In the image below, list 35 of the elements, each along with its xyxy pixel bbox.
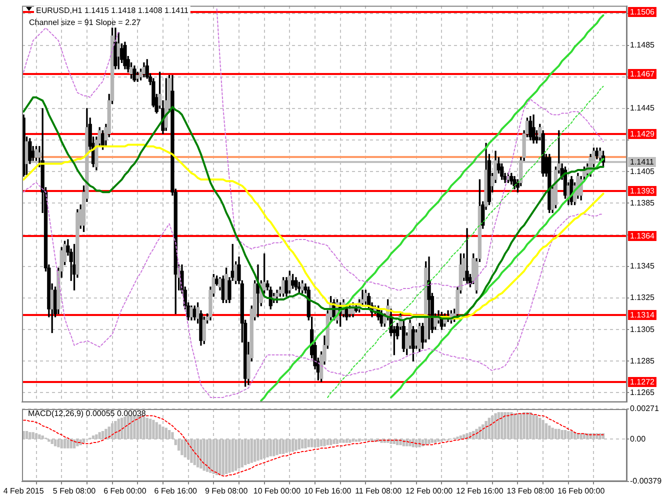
x-tick-label: 6 Feb 16:00 <box>154 486 198 496</box>
x-tick-label: 13 Feb 08:00 <box>506 486 555 496</box>
y-tick-label: 1.1405 <box>630 166 656 176</box>
x-tick-label: 9 Feb 08:00 <box>204 486 248 496</box>
chart-title: EURUSD,H1 1.1415 1.1418 1.1408 1.1411 <box>36 6 189 16</box>
y-tick-label: 1.1265 <box>630 388 656 397</box>
ref-line-label: 1.1272 <box>630 378 656 387</box>
ref-line-label: 1.1467 <box>630 70 656 79</box>
text: Channel size = 91 Slope = 2.27 <box>29 18 142 28</box>
x-tick-label: 12 Feb 16:00 <box>456 486 504 496</box>
ref-line-label: 1.1429 <box>630 130 656 139</box>
y-tick-label: 1.1385 <box>630 198 656 208</box>
x-tick-label: 4 Feb 2015 <box>3 486 44 496</box>
y-tick-label: 1.1445 <box>630 104 656 113</box>
y-tick-label: 0.00 <box>630 434 646 444</box>
y-tick-label: -0.00379 <box>630 476 662 486</box>
x-tick-label: 16 Feb 00:00 <box>557 486 606 496</box>
y-tick-label: 1.1285 <box>630 356 656 366</box>
ref-line-label: 1.1314 <box>630 310 656 320</box>
ref-line-label: 1.1364 <box>630 232 656 241</box>
x-tick-label: 12 Feb 00:00 <box>405 486 454 496</box>
y-tick-label: 1.1305 <box>630 324 656 334</box>
x-tick-label: 11 Feb 08:00 <box>355 486 402 496</box>
y-tick-label: 1.1345 <box>630 262 656 271</box>
ref-line-label: 1.1506 <box>630 8 656 17</box>
y-tick-label: 1.1325 <box>630 293 656 302</box>
y-tick-label: 1.1485 <box>630 40 656 50</box>
x-tick-label: 6 Feb 00:00 <box>104 486 147 496</box>
y-tick-label: 0.00271 <box>630 404 660 414</box>
ref-line-label: 1.1411 <box>630 158 654 167</box>
x-tick-label: 10 Feb 00:00 <box>253 486 302 496</box>
chart-title: MACD(12,26,9) 0.00055 0.00038 <box>28 409 146 418</box>
x-tick-label: 5 Feb 08:00 <box>52 486 96 496</box>
x-tick-label: 10 Feb 16:00 <box>304 486 352 496</box>
ref-line-label: 1.1393 <box>630 186 656 196</box>
